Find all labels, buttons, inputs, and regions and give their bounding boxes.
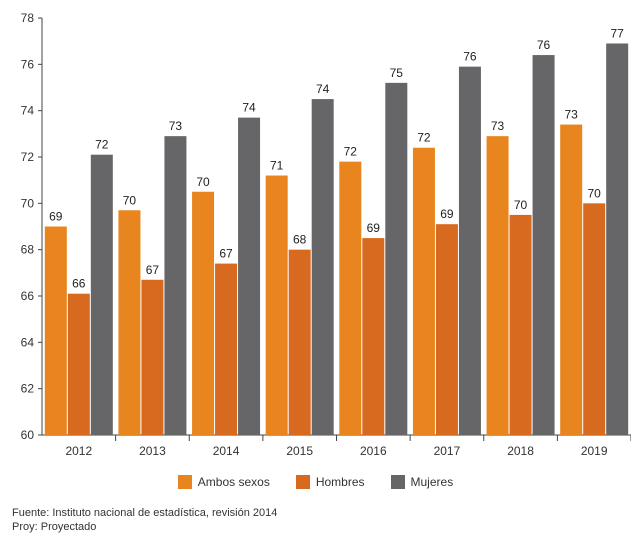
y-tick-label: 60 bbox=[21, 428, 35, 442]
data-label: 76 bbox=[537, 38, 551, 52]
y-tick-label: 68 bbox=[21, 243, 35, 257]
data-label: 74 bbox=[316, 82, 330, 96]
data-label: 72 bbox=[417, 131, 431, 145]
bar-ambos-sexos bbox=[45, 227, 67, 436]
y-tick-label: 66 bbox=[21, 289, 35, 303]
legend-swatch-hombres bbox=[296, 475, 310, 489]
data-label: 67 bbox=[219, 247, 233, 261]
bar-ambos-sexos bbox=[339, 162, 361, 435]
data-label: 74 bbox=[242, 101, 256, 115]
data-label: 67 bbox=[146, 263, 160, 277]
bar-ambos-sexos bbox=[560, 125, 582, 435]
y-tick-label: 62 bbox=[21, 382, 35, 396]
bar-hombres bbox=[362, 238, 384, 435]
y-tick-label: 70 bbox=[21, 196, 35, 210]
bar-hombres bbox=[289, 250, 311, 435]
bar-ambos-sexos bbox=[413, 148, 435, 435]
data-label: 75 bbox=[390, 66, 404, 80]
legend-swatch-mujeres bbox=[391, 475, 405, 489]
bar-mujeres bbox=[312, 99, 334, 435]
source-note: Fuente: Instituto nacional de estadístic… bbox=[12, 506, 277, 520]
bar-ambos-sexos bbox=[192, 192, 214, 435]
data-label: 69 bbox=[440, 207, 454, 221]
legend-label-ambos-sexos: Ambos sexos bbox=[198, 475, 270, 489]
x-tick-label: 2019 bbox=[581, 444, 608, 458]
data-label: 66 bbox=[72, 277, 86, 291]
bar-hombres bbox=[215, 264, 237, 435]
bar-ambos-sexos bbox=[266, 176, 288, 435]
y-tick-label: 76 bbox=[21, 57, 35, 71]
bar-mujeres bbox=[238, 118, 260, 435]
data-label: 76 bbox=[463, 50, 477, 64]
legend: Ambos sexos Hombres Mujeres bbox=[0, 470, 631, 494]
bar-chart: 60 62 64 66 68 70 72 74 76 78 69 66 72 2012 70 67 73 2013… bbox=[0, 0, 631, 470]
chart-notes: Fuente: Instituto nacional de estadístic… bbox=[12, 506, 277, 534]
x-tick-label: 2016 bbox=[360, 444, 387, 458]
data-label: 70 bbox=[514, 198, 528, 212]
x-tick-label: 2015 bbox=[286, 444, 313, 458]
data-label: 72 bbox=[344, 145, 358, 159]
data-label: 72 bbox=[95, 138, 109, 152]
data-label: 70 bbox=[196, 175, 210, 189]
data-label: 77 bbox=[611, 26, 625, 40]
y-tick-label: 72 bbox=[21, 150, 35, 164]
bar-hombres bbox=[436, 224, 458, 435]
legend-item-ambos-sexos: Ambos sexos bbox=[178, 475, 270, 489]
data-label: 69 bbox=[367, 221, 381, 235]
data-label: 69 bbox=[49, 210, 63, 224]
data-label: 73 bbox=[565, 108, 579, 122]
data-label: 73 bbox=[169, 119, 183, 133]
data-label: 68 bbox=[293, 233, 307, 247]
bar-hombres bbox=[141, 280, 163, 435]
x-tick-label: 2013 bbox=[139, 444, 166, 458]
x-tick-label: 2014 bbox=[213, 444, 240, 458]
legend-item-hombres: Hombres bbox=[296, 475, 365, 489]
chart-svg: 60 62 64 66 68 70 72 74 76 78 69 66 72 2012 70 67 73 2013… bbox=[0, 0, 631, 470]
bar-mujeres bbox=[164, 136, 186, 435]
y-tick-label: 64 bbox=[21, 335, 35, 349]
bar-ambos-sexos bbox=[118, 210, 140, 435]
bar-hombres bbox=[68, 294, 90, 435]
bar-mujeres bbox=[459, 67, 481, 435]
bar-ambos-sexos bbox=[487, 136, 509, 435]
x-tick-label: 2017 bbox=[434, 444, 461, 458]
legend-label-hombres: Hombres bbox=[316, 475, 365, 489]
data-label: 70 bbox=[588, 186, 602, 200]
legend-label-mujeres: Mujeres bbox=[411, 475, 454, 489]
y-tick-label: 74 bbox=[21, 104, 35, 118]
bar-mujeres bbox=[91, 155, 113, 435]
bar-hombres bbox=[510, 215, 532, 435]
bar-hombres bbox=[583, 203, 605, 435]
y-tick-label: 78 bbox=[21, 11, 35, 25]
x-tick-label: 2018 bbox=[507, 444, 534, 458]
data-label: 73 bbox=[491, 119, 505, 133]
bar-mujeres bbox=[606, 43, 628, 435]
bar-mujeres bbox=[385, 83, 407, 435]
x-tick-label: 2012 bbox=[65, 444, 92, 458]
projection-note: Proy: Proyectado bbox=[12, 520, 277, 534]
data-label: 70 bbox=[123, 193, 137, 207]
legend-item-mujeres: Mujeres bbox=[391, 475, 454, 489]
data-label: 71 bbox=[270, 159, 284, 173]
legend-swatch-ambos-sexos bbox=[178, 475, 192, 489]
bar-mujeres bbox=[533, 55, 555, 435]
